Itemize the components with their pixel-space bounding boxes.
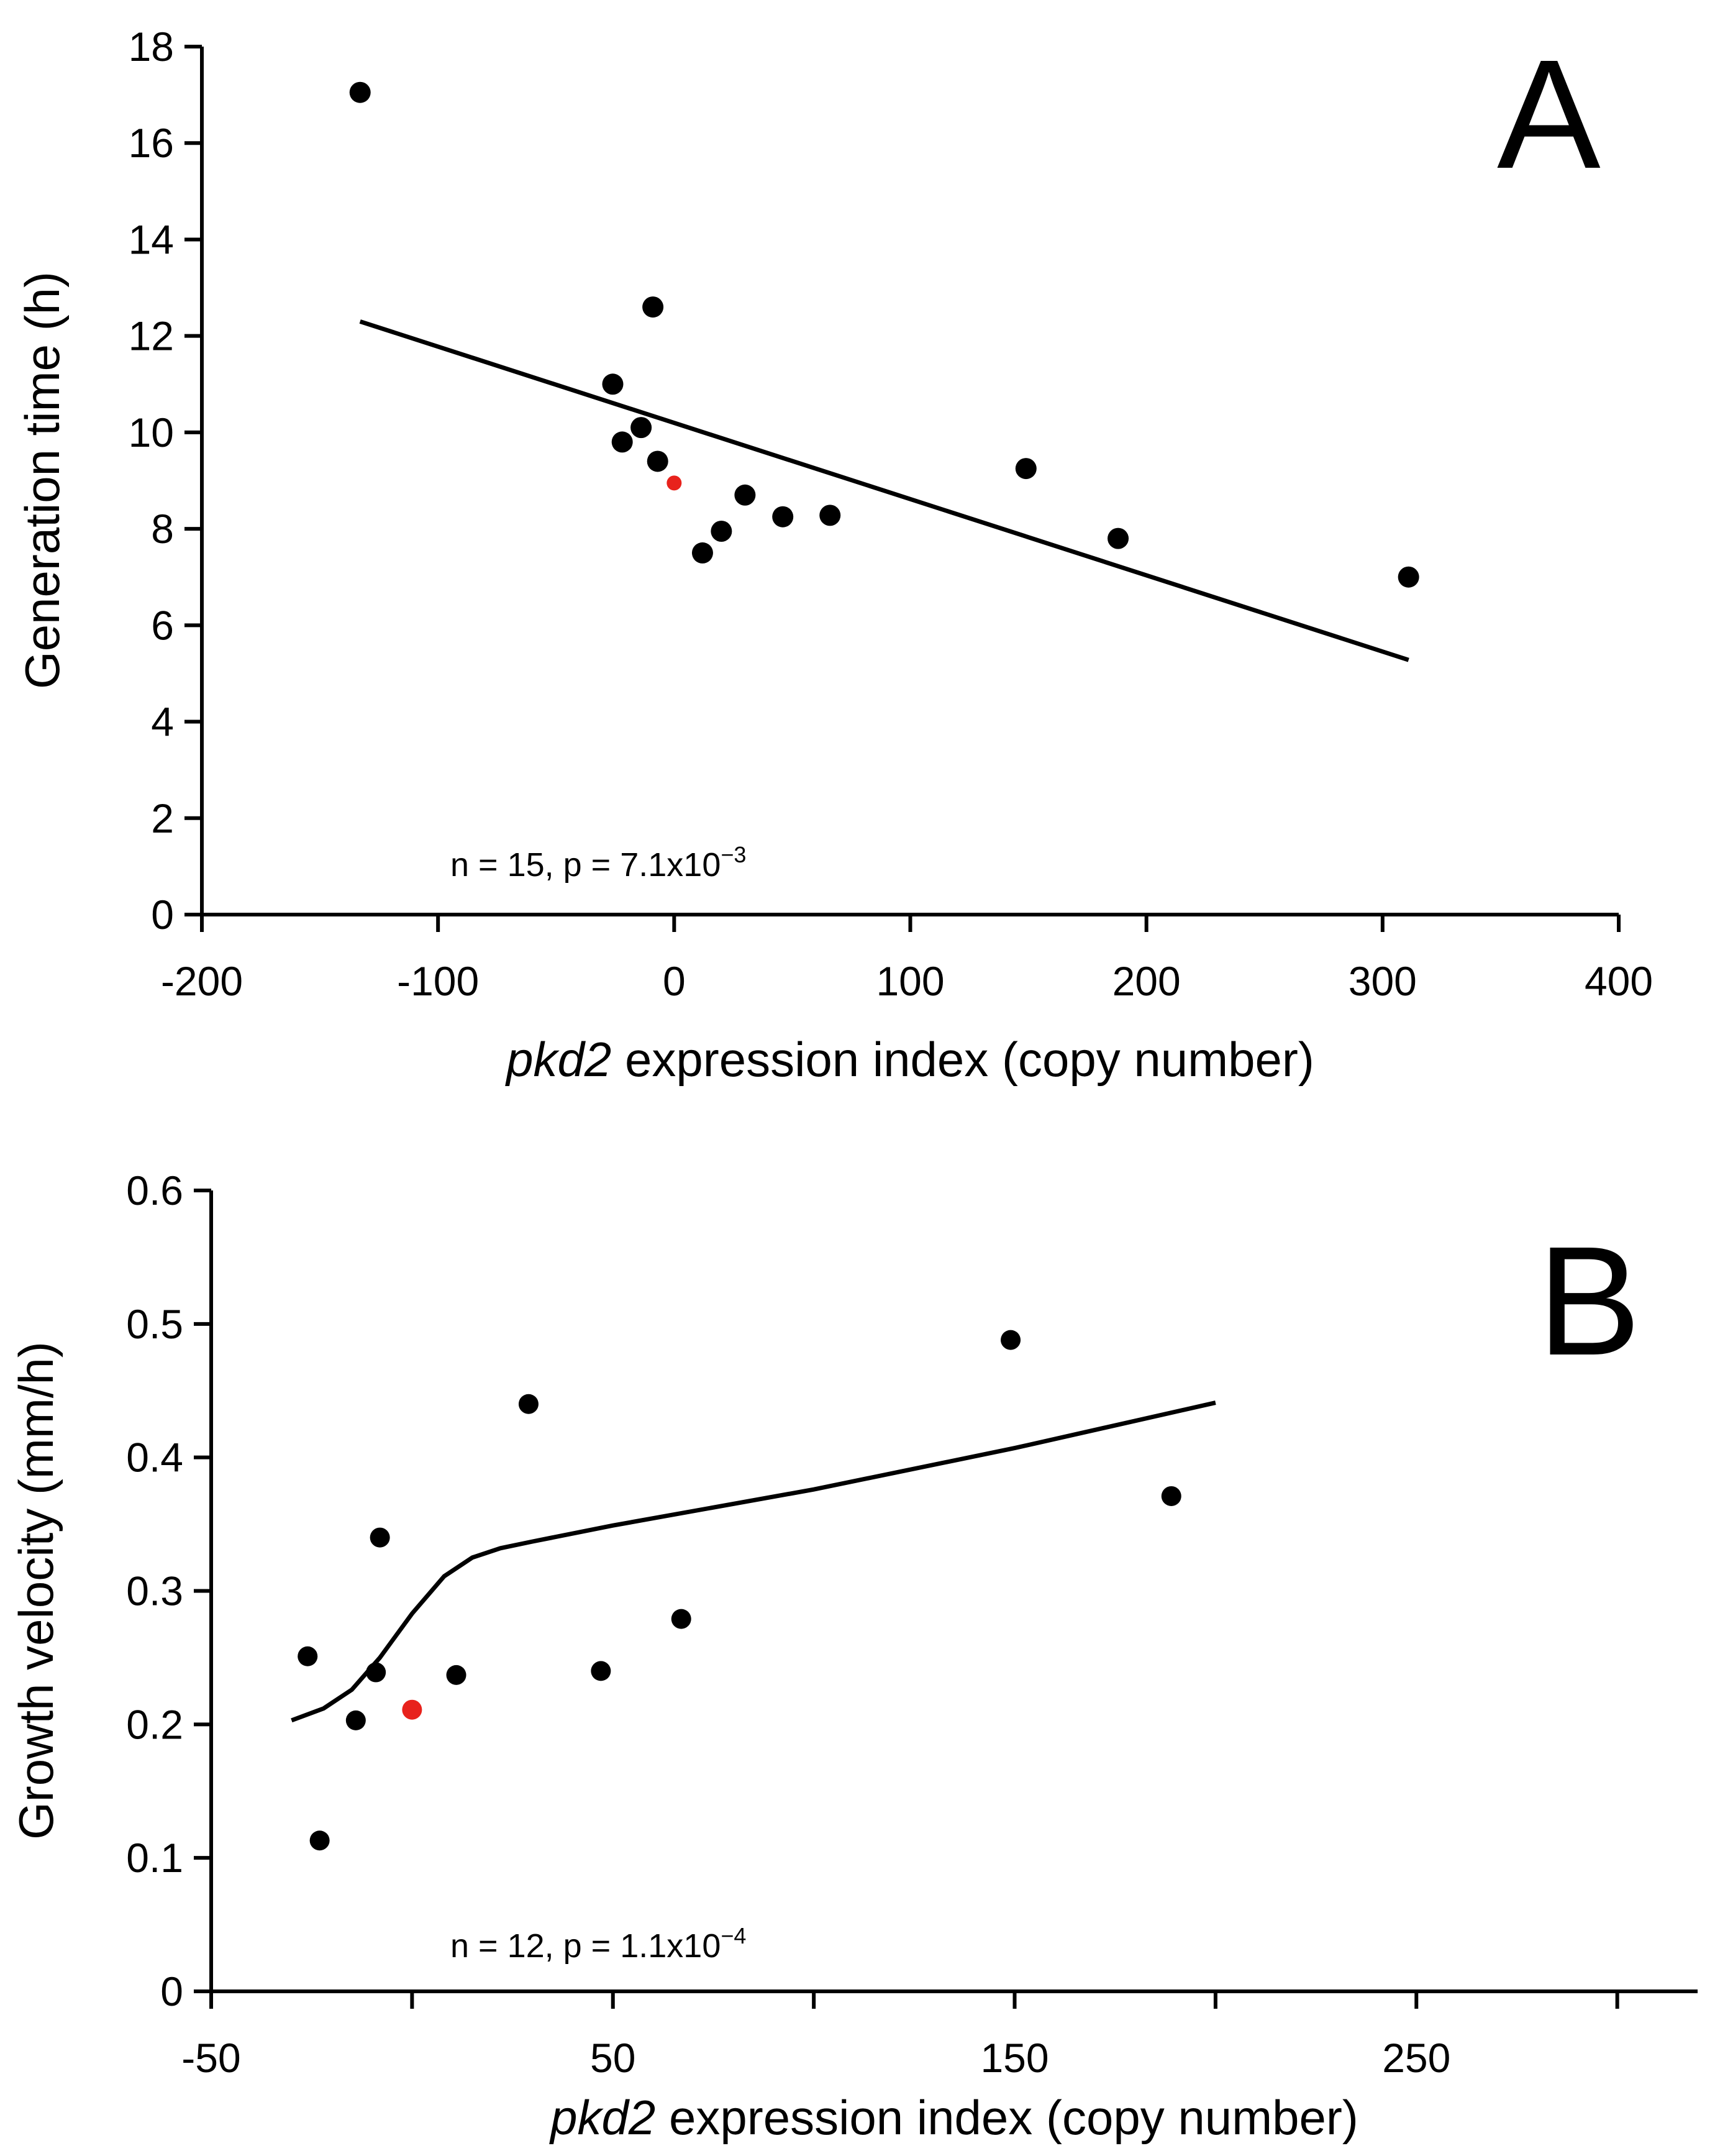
panel-a-data-point (1398, 566, 1419, 588)
panel-a-data-point (602, 373, 624, 395)
panel-a-data-point (1015, 458, 1037, 480)
panel-a-annotation-text: n = 15, p = 7.1x10 (450, 846, 721, 884)
panel-a-data-point (349, 81, 371, 103)
panel-b-chart: 0 0.1 0.2 0.3 0.4 0.5 0.6 -50 50 150 250 Growth vel… (9, 1167, 1698, 2145)
panel-b-x-axis-title-text: expression index (copy number) (655, 2090, 1358, 2145)
panel-b-y-tick-label: 0 (160, 1968, 183, 2014)
panel-a-data-point (691, 542, 713, 564)
panel-a-data-point (611, 431, 633, 453)
panel-a-data-point (647, 450, 668, 472)
panel-a-data-point (819, 505, 841, 526)
panel-a-label: A (1497, 27, 1601, 201)
panel-b-y-tick-label: 0.6 (126, 1167, 183, 1213)
panel-b-y-tick-label: 0.4 (126, 1435, 183, 1481)
panel-a-y-tick-label: 16 (129, 120, 174, 166)
panel-b-x-axis-title-gene: pkd2 (549, 2090, 655, 2145)
panel-a-x-tick-label: 300 (1349, 958, 1417, 1004)
panel-a-data-point (1108, 528, 1129, 549)
panel-a-y-tick-label: 12 (129, 313, 174, 359)
panel-a-y-tick-label: 6 (151, 602, 174, 648)
panel-a-y-tick-label: 14 (129, 216, 174, 262)
panel-a-x-axis-title: pkd2 expression index (copy number) (505, 1032, 1314, 1087)
panel-a-data-point (630, 417, 652, 439)
panel-a-chart: 0 2 4 6 8 10 12 14 16 18 -200 -100 0 100 200 300 400 Gene… (15, 24, 1653, 1087)
panel-a-fit-line (359, 319, 1409, 662)
panel-b-data-point (370, 1527, 390, 1548)
panel-b-data-point (518, 1394, 539, 1414)
panel-a-y-tick-label: 18 (129, 24, 174, 70)
panel-a-y-axis-title: Generation time (h) (15, 272, 70, 689)
panel-b-y-tick-label: 0.1 (126, 1835, 183, 1881)
panel-b-data-point (671, 1609, 691, 1629)
panel-a-y-tick-label: 8 (151, 506, 174, 552)
panel-a-annotation-exponent: −3 (721, 842, 746, 867)
panel-b-data-point (309, 1830, 330, 1851)
panel-a-y-tick-label: 10 (129, 409, 174, 455)
panel-b-x-tick-label: 50 (590, 2035, 635, 2081)
panel-a-x-tick-label: -100 (397, 958, 479, 1004)
panel-a-annotation: n = 15, p = 7.1x10−3 (450, 842, 746, 884)
panel-a-x-tick-label: 100 (876, 958, 944, 1004)
panel-b-data-point (1161, 1486, 1181, 1506)
panel-a-data-point (734, 484, 756, 506)
panel-b-label: B (1537, 1214, 1641, 1387)
panel-b-data-point (1001, 1330, 1021, 1350)
panel-a-y-tick-label: 4 (151, 699, 174, 745)
panel-b-data-point (446, 1665, 466, 1685)
panel-b-data-point (366, 1662, 386, 1683)
panel-b-data-point (591, 1661, 611, 1681)
panel-b-fit-line (291, 1400, 1216, 1723)
panel-a-x-tick-label: 200 (1112, 958, 1181, 1004)
panel-b-reference-point (402, 1699, 422, 1720)
panel-b-data-point (298, 1646, 318, 1666)
panel-a-data-point (711, 520, 732, 542)
panel-b-y-tick-label: 0.2 (126, 1701, 183, 1747)
panel-a-reference-point (666, 475, 682, 491)
panel-b-x-tick-label: 150 (980, 2035, 1049, 2081)
panel-a-y-tick-label: 0 (151, 892, 174, 938)
panel-b-x-axis-title: pkd2 expression index (copy number) (549, 2090, 1358, 2145)
panel-b-annotation-exponent: −4 (721, 1923, 746, 1948)
panel-b-y-tick-label: 0.5 (126, 1301, 183, 1347)
panel-b-annotation-text: n = 12, p = 1.1x10 (450, 1927, 721, 1965)
panel-a-x-tick-label: 0 (663, 958, 686, 1004)
panel-a-y-tick-label: 2 (151, 795, 174, 841)
panel-b-annotation: n = 12, p = 1.1x10−4 (450, 1923, 746, 1965)
panel-a-data-point (642, 296, 664, 318)
panel-a-x-axis-title-gene: pkd2 (505, 1032, 611, 1087)
panel-a-x-tick-label: 400 (1585, 958, 1653, 1004)
panel-a-x-axis-title-text: expression index (copy number) (611, 1032, 1314, 1087)
panel-b-x-tick-label: -50 (181, 2035, 240, 2081)
panel-b-y-tick-label: 0.3 (126, 1568, 183, 1614)
panel-b-y-axis-title: Growth velocity (mm/h) (9, 1341, 63, 1840)
panel-b-data-point (345, 1710, 366, 1730)
panel-a-data-point (772, 506, 794, 528)
panel-a-x-tick-label: -200 (161, 958, 243, 1004)
panel-b-x-tick-label: 250 (1382, 2035, 1450, 2081)
